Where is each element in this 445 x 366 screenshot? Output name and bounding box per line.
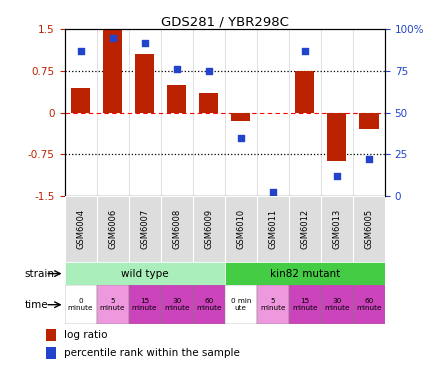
FancyBboxPatch shape	[97, 196, 129, 262]
Bar	[257, 285, 289, 324]
Text: GSM6010: GSM6010	[236, 209, 245, 249]
Point	[333, 173, 340, 179]
Bar	[353, 285, 385, 324]
Text: 5
minute: 5 minute	[260, 298, 286, 311]
Text: GSM6013: GSM6013	[332, 209, 341, 249]
Text: GSM6009: GSM6009	[204, 209, 213, 249]
Bar	[199, 93, 218, 113]
Bar	[327, 113, 347, 161]
Point	[77, 48, 84, 54]
Bar	[65, 285, 97, 324]
FancyBboxPatch shape	[225, 196, 257, 262]
Text: 15
minute: 15 minute	[132, 298, 158, 311]
Text: 30
minute: 30 minute	[164, 298, 190, 311]
Bar	[97, 285, 129, 324]
Text: kin82 mutant: kin82 mutant	[270, 269, 340, 279]
Text: GSM6011: GSM6011	[268, 209, 277, 249]
Bar	[225, 262, 385, 285]
Text: 0 min
ute: 0 min ute	[231, 298, 251, 311]
Text: GSM6005: GSM6005	[364, 209, 373, 249]
Point	[141, 40, 148, 45]
Text: percentile rank within the sample: percentile rank within the sample	[64, 348, 240, 358]
Bar	[225, 285, 257, 324]
Text: wild type: wild type	[121, 269, 169, 279]
Text: 5
minute: 5 minute	[100, 298, 125, 311]
Point	[269, 190, 276, 195]
Bar	[135, 54, 154, 113]
FancyBboxPatch shape	[65, 196, 97, 262]
Point	[237, 135, 244, 141]
Bar	[359, 113, 379, 129]
FancyBboxPatch shape	[161, 196, 193, 262]
Point	[365, 156, 372, 162]
Text: GSM6008: GSM6008	[172, 209, 181, 249]
FancyBboxPatch shape	[193, 196, 225, 262]
Bar	[289, 285, 321, 324]
Point	[109, 35, 116, 41]
Bar	[167, 85, 186, 113]
Text: GSM6012: GSM6012	[300, 209, 309, 249]
Text: 0
minute: 0 minute	[68, 298, 93, 311]
FancyBboxPatch shape	[353, 196, 385, 262]
FancyBboxPatch shape	[321, 196, 353, 262]
Point	[205, 68, 212, 74]
Bar	[129, 285, 161, 324]
Text: 60
minute: 60 minute	[356, 298, 382, 311]
Bar	[161, 285, 193, 324]
Bar	[295, 71, 315, 113]
FancyBboxPatch shape	[129, 196, 161, 262]
Bar	[231, 113, 251, 121]
FancyBboxPatch shape	[257, 196, 289, 262]
FancyBboxPatch shape	[289, 196, 321, 262]
Text: GSM6006: GSM6006	[108, 209, 117, 249]
Text: 60
minute: 60 minute	[196, 298, 222, 311]
Text: 15
minute: 15 minute	[292, 298, 318, 311]
Point	[301, 48, 308, 54]
Bar	[46, 347, 56, 359]
Bar	[103, 29, 122, 113]
Text: strain: strain	[24, 269, 54, 279]
Point	[173, 66, 180, 72]
Text: GSM6004: GSM6004	[76, 209, 85, 249]
Text: time: time	[24, 300, 48, 310]
Bar	[46, 329, 56, 341]
Text: log ratio: log ratio	[64, 330, 108, 340]
Text: GSM6007: GSM6007	[140, 209, 149, 249]
Bar	[321, 285, 353, 324]
Bar	[193, 285, 225, 324]
Bar	[65, 262, 225, 285]
Bar	[71, 87, 90, 113]
Title: GDS281 / YBR298C: GDS281 / YBR298C	[161, 15, 289, 28]
Text: 30
minute: 30 minute	[324, 298, 350, 311]
